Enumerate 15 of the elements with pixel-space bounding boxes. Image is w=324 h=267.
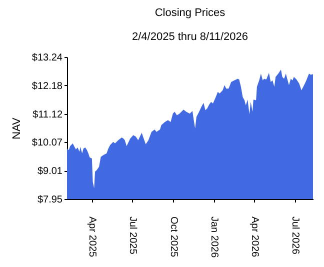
y-tick-label: $12.18 xyxy=(32,80,63,92)
y-tick-label: $11.12 xyxy=(32,109,63,120)
y-tick-label: $7.95 xyxy=(37,194,63,206)
x-tick-label: Jan 2026 xyxy=(208,216,220,258)
y-tick-label: $9.01 xyxy=(37,166,63,178)
x-tick-label: Jul 2025 xyxy=(126,216,138,255)
y-axis-title: NAV xyxy=(10,116,23,140)
y-tick-label: $13.24 xyxy=(32,52,63,64)
chart-title: Closing Prices xyxy=(154,7,226,19)
x-tick-label: Oct 2025 xyxy=(168,216,179,258)
chart-subtitle: 2/4/2025 thru 8/11/2026 xyxy=(132,31,248,43)
x-tick-label: Jul 2026 xyxy=(289,216,300,255)
y-tick-label: $10.07 xyxy=(32,138,63,149)
x-tick-label: Apr 2026 xyxy=(248,216,260,258)
x-tick-label: Apr 2025 xyxy=(86,216,98,258)
